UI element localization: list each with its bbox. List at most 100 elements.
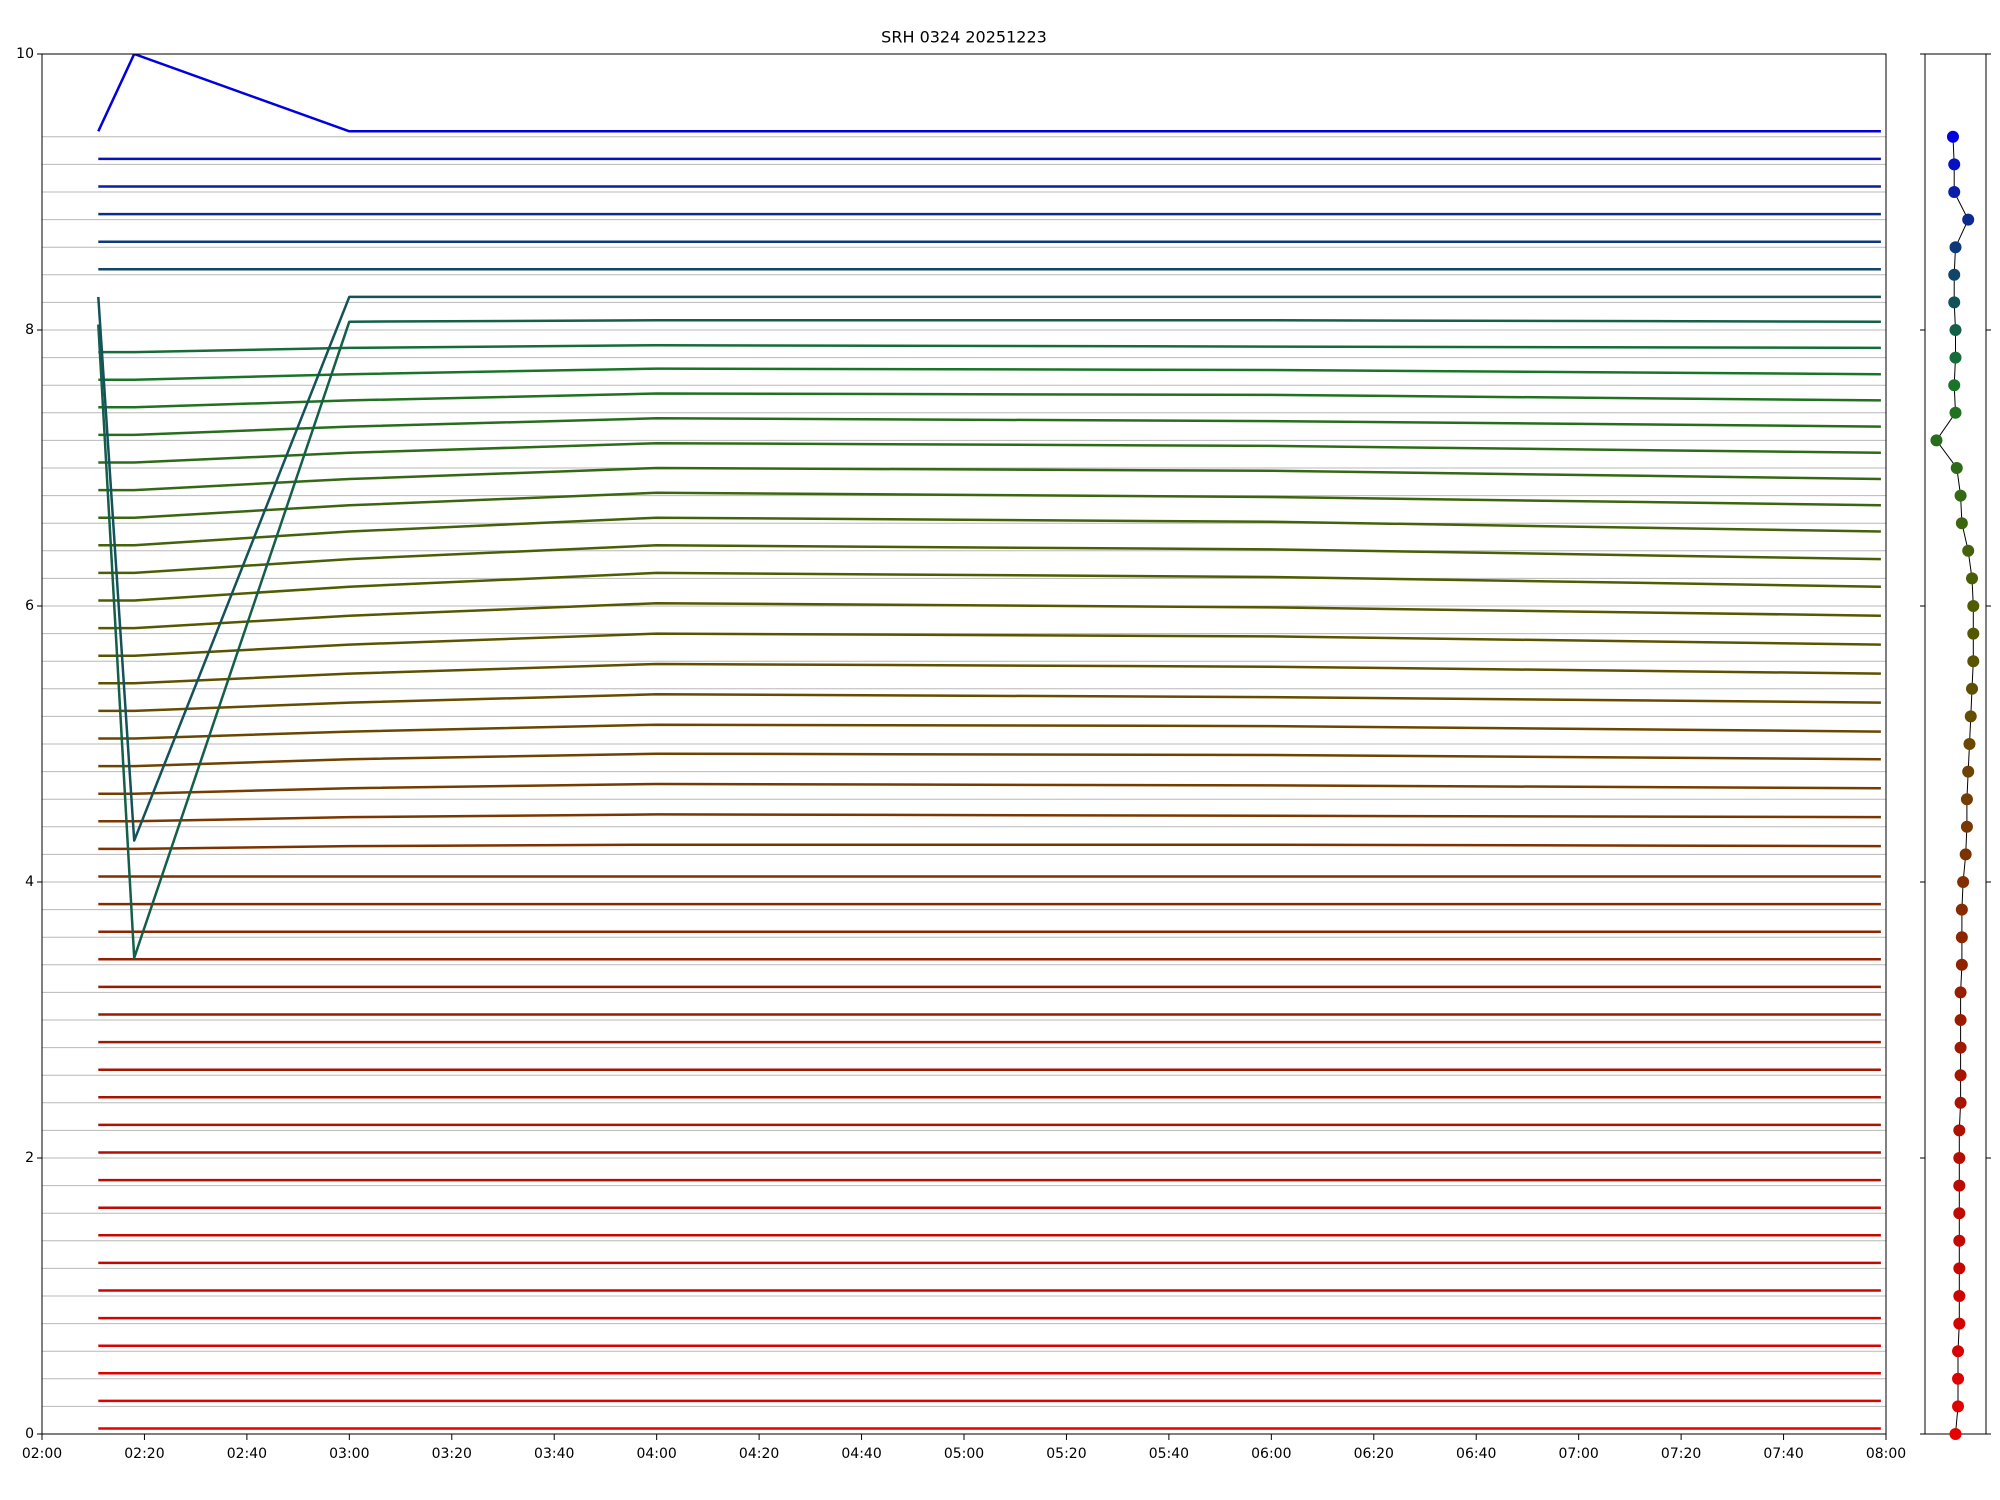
trace	[98, 392, 1881, 409]
x-tick-label: 06:20	[1354, 1446, 1394, 1462]
x-tick-label: 04:40	[841, 1446, 881, 1462]
trace	[98, 662, 1881, 685]
trace	[98, 601, 1881, 630]
profile-point	[1953, 1179, 1966, 1192]
trace	[97, 319, 1881, 960]
x-tick-label: 06:40	[1456, 1446, 1496, 1462]
x-tick-label: 08:00	[1866, 1446, 1906, 1462]
x-tick-label: 05:00	[944, 1446, 984, 1462]
profile-point	[1954, 489, 1967, 502]
profile-point	[1953, 1207, 1966, 1220]
profile-point	[1967, 655, 1980, 668]
profile-point	[1954, 986, 1967, 999]
profile-point	[1949, 351, 1962, 364]
x-tick-label: 02:20	[124, 1446, 164, 1462]
x-tick-label: 07:20	[1661, 1446, 1701, 1462]
profile-point	[1954, 1069, 1967, 1082]
profile-point	[1953, 1317, 1966, 1330]
profile-point	[1955, 903, 1968, 916]
trace	[98, 343, 1881, 354]
profile-point	[1949, 1428, 1962, 1440]
trace	[98, 693, 1881, 713]
chart-title: SRH 0324 20251223	[881, 28, 1047, 47]
x-tick-label: 02:40	[227, 1446, 267, 1462]
profile-point	[1963, 738, 1976, 750]
profile-point	[1954, 1096, 1967, 1109]
y-tick-label: 8	[25, 322, 34, 338]
profile-point	[1948, 186, 1961, 198]
profile-point	[1946, 130, 1959, 143]
trace	[98, 843, 1881, 851]
profile-point	[1952, 1372, 1965, 1385]
trace	[98, 516, 1881, 547]
y-tick-label: 6	[25, 598, 34, 614]
profile-point	[1948, 158, 1961, 171]
x-tick-label: 05:20	[1046, 1446, 1086, 1462]
plot-area	[42, 54, 1886, 1434]
x-tick-label: 04:20	[739, 1446, 779, 1462]
x-tick-label: 03:00	[329, 1446, 369, 1462]
y-tick-label: 0	[25, 1426, 34, 1442]
x-tick-label: 07:40	[1763, 1446, 1803, 1462]
profile-point	[1967, 600, 1980, 612]
x-tick-label: 04:00	[636, 1446, 676, 1462]
profile-point	[1962, 213, 1975, 226]
profile-point	[1967, 627, 1980, 640]
profile-point	[1948, 268, 1961, 281]
profile-point	[1955, 958, 1968, 971]
trace	[98, 813, 1881, 823]
profile-point	[1957, 876, 1970, 888]
trace	[98, 723, 1881, 740]
x-tick-label: 05:40	[1149, 1446, 1189, 1462]
trace	[97, 54, 1881, 133]
profile-point	[1949, 241, 1962, 254]
trace	[98, 417, 1881, 437]
profile-point	[1952, 1400, 1965, 1413]
profile-point	[1952, 1345, 1965, 1358]
profile-point	[1949, 406, 1962, 419]
profile-point	[1960, 793, 1973, 806]
profile-point	[1962, 765, 1975, 778]
x-tick-label: 06:00	[1251, 1446, 1291, 1462]
profile-point	[1954, 1041, 1967, 1054]
profile-point	[1966, 572, 1979, 585]
trace	[98, 491, 1881, 519]
trace	[98, 752, 1881, 768]
profile-point	[1948, 379, 1961, 392]
trace	[98, 441, 1881, 464]
profile-point	[1954, 1014, 1967, 1026]
trace	[98, 782, 1881, 795]
x-tick-label: 07:00	[1558, 1446, 1598, 1462]
x-tick-label: 03:20	[432, 1446, 472, 1462]
profile-point	[1953, 1124, 1966, 1137]
trace	[98, 544, 1881, 575]
y-tick-label: 4	[25, 874, 34, 890]
profile-point	[1930, 434, 1943, 447]
profile-point	[1950, 462, 1963, 474]
trace	[98, 367, 1881, 381]
y-tick-label: 2	[25, 1150, 34, 1166]
profile-point	[1953, 1262, 1966, 1275]
profile-point	[1953, 1290, 1966, 1302]
profile-point	[1955, 931, 1968, 944]
profile-point	[1964, 710, 1977, 723]
profile-point	[1966, 682, 1979, 695]
profile-point	[1953, 1152, 1966, 1164]
trace	[98, 632, 1881, 657]
panel-frame	[1924, 53, 1987, 1435]
profile-point	[1960, 820, 1973, 833]
profile-point	[1949, 324, 1962, 336]
trace	[98, 466, 1881, 492]
profile-point	[1953, 1234, 1966, 1247]
profile-point	[1955, 517, 1968, 530]
profile-point	[1948, 296, 1961, 309]
x-tick-label: 02:00	[22, 1446, 62, 1462]
trace	[98, 571, 1881, 602]
x-tick-label: 03:40	[534, 1446, 574, 1462]
y-tick-label: 10	[16, 46, 34, 62]
profile-point	[1962, 544, 1975, 557]
trace	[97, 295, 1881, 842]
profile-point	[1959, 848, 1972, 861]
